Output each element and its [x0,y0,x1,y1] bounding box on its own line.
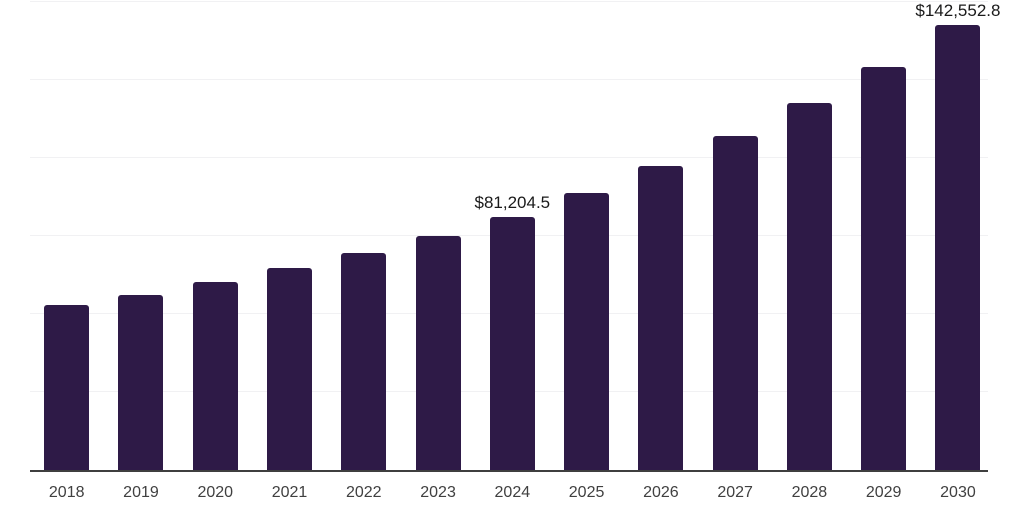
x-tick-label-2024: 2024 [494,484,531,501]
plot-area: $81,204.5 $142,552.8 [30,0,1000,472]
bar-2023 [415,236,461,470]
x-tick-label-2018: 2018 [48,484,85,501]
data-label-2024: $81,204.5 [474,192,551,212]
bar-2021 [267,268,312,470]
x-tick-label-2025: 2025 [568,484,605,501]
bar-2020 [192,281,238,470]
bar-2029 [861,66,907,470]
bar-2026 [638,165,684,470]
bar-2022 [341,252,387,470]
bar-2019 [118,295,164,470]
data-label-2030: $142,552.8 [915,1,1001,21]
bar-2018 [44,304,90,470]
bar-2030 [935,25,981,470]
x-tick-label-2022: 2022 [345,484,382,501]
bar-2028 [786,103,832,470]
gridline [30,1,988,2]
x-tick-label-2029: 2029 [865,484,902,501]
bar-2025 [564,192,610,470]
gridline [30,157,988,158]
x-tick-label-2021: 2021 [271,484,308,501]
bar-2027 [712,135,758,470]
x-tick-label-2026: 2026 [643,484,679,501]
x-tick-label-2020: 2020 [197,484,234,501]
x-tick-label-2019: 2019 [123,484,159,501]
x-tick-label-2027: 2027 [717,484,753,501]
x-tick-label-2030: 2030 [940,484,976,501]
bar-2024 [489,216,535,470]
x-tick-label-2028: 2028 [791,484,828,501]
gridline [30,79,988,80]
x-tick-label-2023: 2023 [420,484,456,501]
